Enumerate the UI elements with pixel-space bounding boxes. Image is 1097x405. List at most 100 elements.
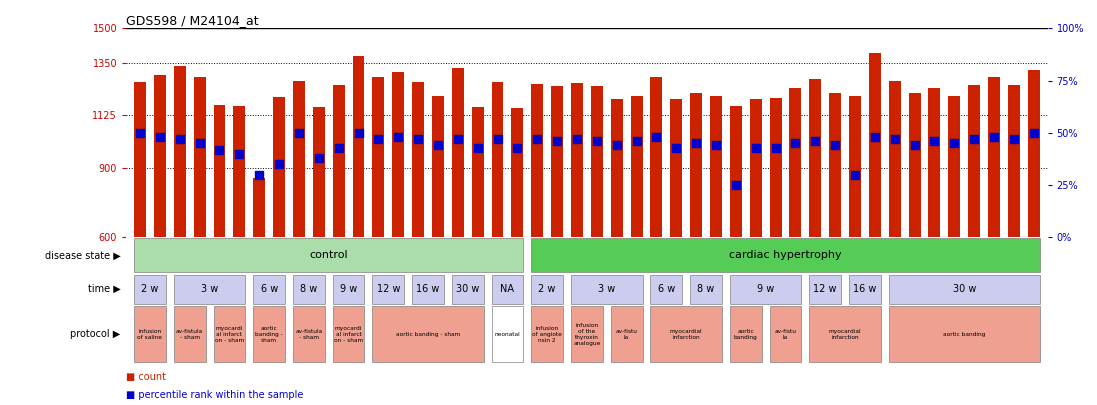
Bar [372,77,384,237]
Bar [531,275,563,304]
Text: disease state ▶: disease state ▶ [45,250,121,260]
Text: 9 w: 9 w [340,284,358,294]
Bar [372,306,484,362]
Point [747,144,765,151]
Point [1025,130,1042,136]
Point [310,155,328,161]
Bar [531,306,563,362]
Bar [273,97,285,237]
Text: NA: NA [500,284,514,294]
Bar [572,306,602,362]
Point [867,134,884,140]
Point [132,130,149,136]
Bar [293,275,325,304]
Bar [313,107,325,237]
Bar [572,275,643,304]
Bar [730,306,761,362]
Text: ■ count: ■ count [126,372,166,382]
Bar [134,275,166,304]
Bar [651,77,663,237]
Bar [849,96,861,237]
Point [886,136,904,143]
Text: 12 w: 12 w [376,284,400,294]
Bar [234,106,246,237]
Bar [194,77,205,237]
Point [806,138,824,145]
Bar [452,68,464,237]
Point [429,142,446,149]
Bar [810,275,841,304]
Bar [849,275,881,304]
Text: infusion
of the
thyroxin
analogue: infusion of the thyroxin analogue [574,323,600,345]
Bar [730,275,802,304]
Bar [531,238,1040,273]
Bar [134,82,146,237]
Bar [332,306,364,362]
Bar [332,85,344,237]
Text: av-fistu
la: av-fistu la [774,329,796,340]
Point [250,171,268,178]
Bar [611,306,643,362]
Point [627,138,645,145]
Bar [452,275,484,304]
Text: 2 w: 2 w [142,284,159,294]
Point [548,138,566,145]
Bar [810,79,822,237]
Text: 2 w: 2 w [539,284,556,294]
Text: myocardial
infarction: myocardial infarction [828,329,861,340]
Text: time ▶: time ▶ [88,284,121,294]
Text: protocol ▶: protocol ▶ [70,329,121,339]
Point [1005,136,1022,143]
Point [529,136,546,143]
Point [946,140,963,147]
Bar [631,96,643,237]
Text: myocardial
infarction: myocardial infarction [670,329,702,340]
Point [588,138,606,145]
Text: 3 w: 3 w [201,284,218,294]
Bar [889,275,1040,304]
Text: 30 w: 30 w [952,284,976,294]
Bar [869,53,881,237]
Bar [214,105,226,237]
Text: neonatal: neonatal [495,332,520,337]
Point [171,136,189,143]
Bar [472,107,484,237]
Bar [551,86,563,237]
Text: 8 w: 8 w [698,284,714,294]
Bar [393,72,404,237]
Bar [511,109,523,237]
Bar [969,85,980,237]
Point [330,144,348,151]
Bar [572,83,583,237]
Bar [352,56,364,237]
Bar [293,81,305,237]
Bar [432,96,444,237]
Point [708,142,725,149]
Bar [651,306,722,362]
Text: aortic
banding -
sham: aortic banding - sham [256,326,283,343]
Point [767,144,784,151]
Point [370,136,387,143]
Bar [173,275,246,304]
Point [151,134,169,140]
Point [787,140,804,147]
Point [926,138,943,145]
Bar [134,306,166,362]
Point [985,134,1003,140]
Point [906,142,924,149]
Point [647,134,665,140]
Point [688,140,705,147]
Point [667,144,685,151]
Bar [908,94,920,237]
Text: av-fistula
- sham: av-fistula - sham [295,329,323,340]
Point [727,182,745,188]
Point [290,130,307,136]
Bar [293,306,325,362]
Text: 16 w: 16 w [417,284,440,294]
Bar [690,94,702,237]
Bar [889,81,901,237]
Bar [253,275,285,304]
Text: 6 w: 6 w [658,284,675,294]
Text: control: control [309,250,348,260]
Point [350,130,367,136]
